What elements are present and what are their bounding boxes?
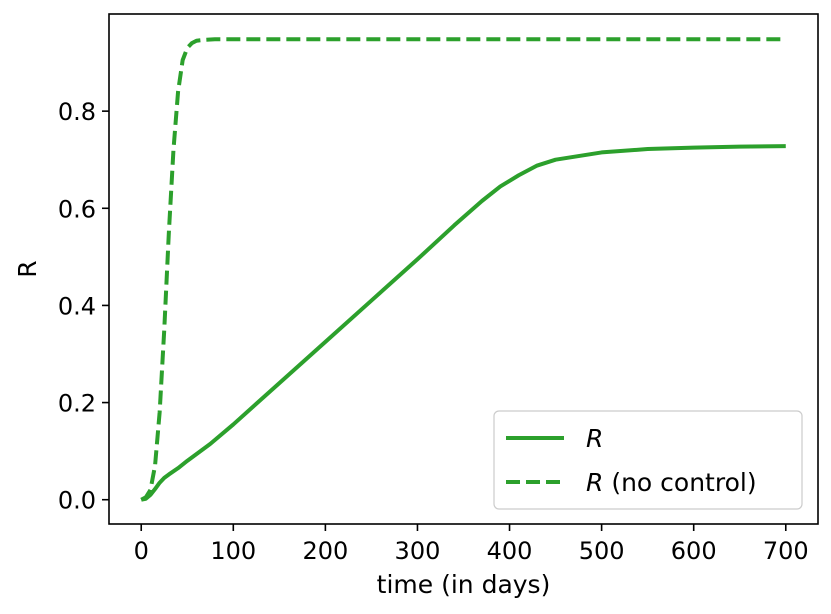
series-line-r [140,144,786,502]
x-tick-label: 200 [302,537,348,565]
x-tick-label: 400 [487,537,533,565]
series-line-r-no-control [140,37,786,502]
y-axis: 0.0 0.2 0.4 0.6 0.8 [58,98,109,515]
x-axis: 0 100 200 300 400 500 600 700 [134,524,809,565]
y-tick-label: 0.2 [58,390,96,418]
x-tick-label: 700 [763,537,809,565]
legend: R R (no control) [493,410,803,510]
x-tick-label: 100 [210,537,256,565]
y-tick-label: 0.0 [58,487,96,515]
x-tick-label: 500 [579,537,625,565]
plot-frame [108,13,819,525]
x-axis-label: time (in days) [377,570,551,599]
y-tick-label: 0.4 [58,292,96,320]
legend-label: R (no control) [586,468,757,497]
x-tick-label: 0 [134,537,149,565]
legend-label: R [586,424,603,453]
y-tick-label: 0.6 [58,195,96,223]
y-tick-label: 0.8 [58,98,96,126]
x-tick-label: 300 [395,537,441,565]
plot-area [140,37,786,502]
legend-box [493,410,803,510]
y-axis-label: R [13,260,42,277]
x-tick-label: 600 [671,537,717,565]
